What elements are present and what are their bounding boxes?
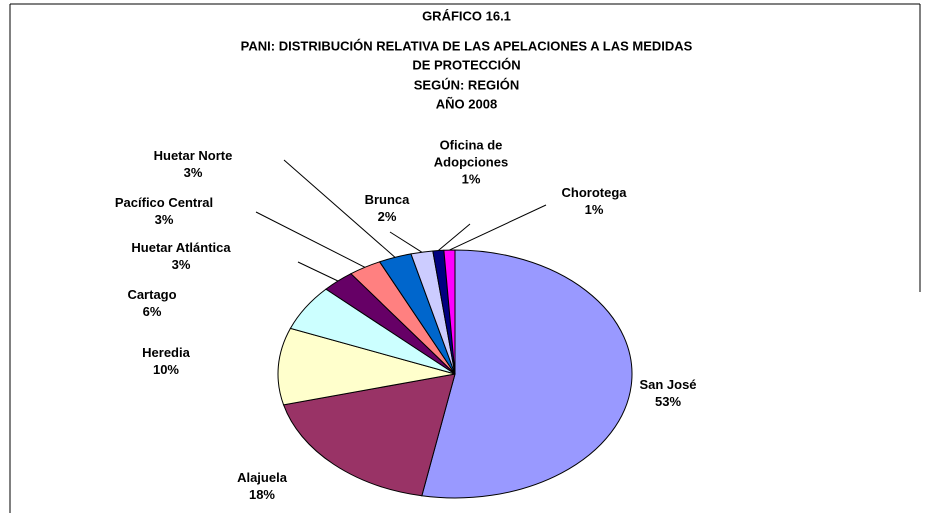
chart-title: AÑO 2008 [435, 96, 498, 112]
slice-label: Alajuela 18% [237, 469, 287, 503]
slice-value: 53% [654, 394, 682, 409]
slice-value: 6% [142, 304, 162, 319]
chart-title: GRÁFICO 16.1 [422, 8, 511, 24]
chart-title: SEGÚN: REGIÓN [413, 77, 520, 93]
leader-line [283, 159, 396, 258]
slice-value: 10% [152, 362, 180, 377]
leader-line [297, 261, 339, 282]
slice-name: Alajuela [237, 470, 287, 485]
slice-name: Heredia [142, 345, 190, 360]
slice-name: Huetar Atlántica [131, 240, 231, 255]
leader-line [389, 231, 423, 253]
slice-label: Chorotega 1% [562, 184, 627, 218]
slice-value: 3% [154, 212, 174, 227]
pie-slice [443, 249, 456, 375]
pie-slice [282, 373, 456, 497]
slice-label: Heredia 10% [142, 344, 190, 378]
slice-label: Huetar Atlántica 3% [131, 239, 230, 273]
leader-line [438, 223, 471, 251]
slice-label: Huetar Norte 3% [154, 147, 233, 181]
leader-line [255, 211, 366, 268]
slice-value: 3% [171, 257, 191, 272]
slice-name: Oficina de Adopciones [433, 137, 509, 170]
leader-line [449, 204, 547, 251]
chart-title: DE PROTECCIÓN [412, 57, 521, 73]
slice-label: Brunca 2% [365, 191, 410, 225]
slice-label: Pacífico Central 3% [115, 194, 213, 228]
pie-slice [421, 249, 633, 499]
slice-name: Cartago [127, 287, 177, 302]
chart-title: PANI: DISTRIBUCIÓN RELATIVA DE LAS APELA… [240, 38, 693, 54]
slice-label: Cartago 6% [127, 286, 176, 320]
slice-value: 1% [584, 202, 604, 217]
slice-name: Huetar Norte [153, 148, 233, 163]
slice-value: 2% [377, 209, 397, 224]
slice-value: 18% [248, 487, 276, 502]
slice-label: San José 53% [639, 376, 696, 410]
slice-name: Brunca [364, 192, 410, 207]
slice-value: 1% [461, 171, 481, 187]
slice-value: 3% [183, 165, 203, 180]
pie-slice [277, 327, 456, 406]
slice-name: Pacífico Central [114, 195, 214, 210]
slice-name: San José [639, 377, 697, 392]
slice-label: Oficina de Adopciones 1% [421, 137, 521, 188]
slice-name: Chorotega [561, 185, 627, 200]
